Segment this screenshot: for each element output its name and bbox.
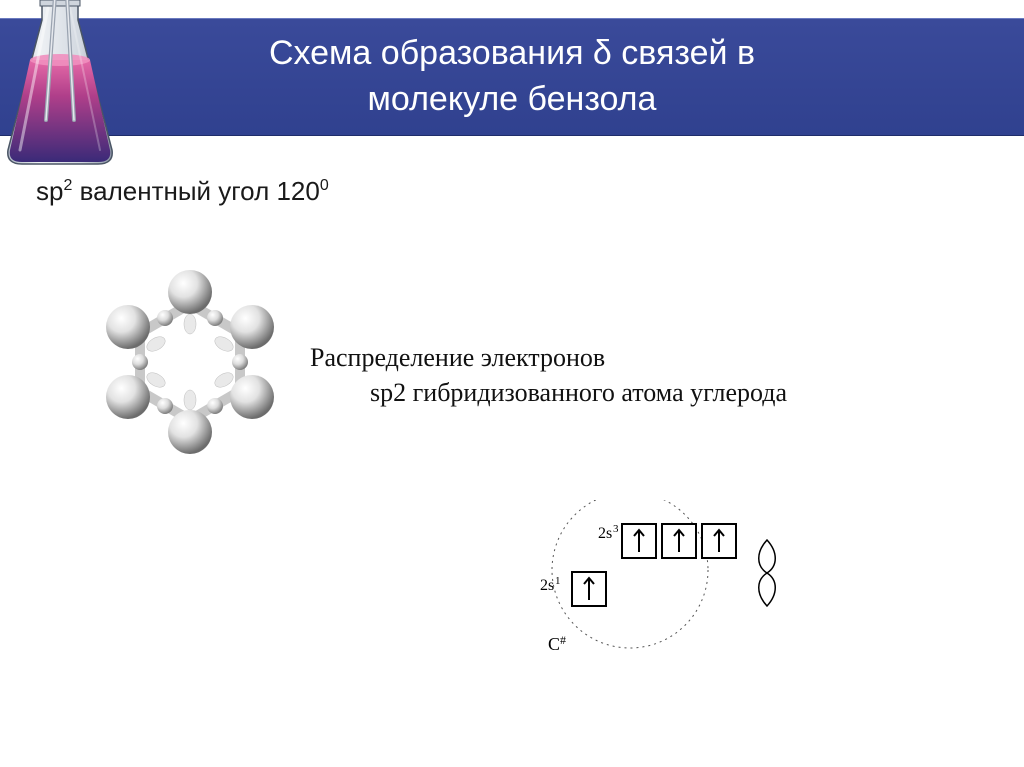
svg-text:1: 1 — [555, 575, 561, 587]
electron-caption: Распределение электронов sp2 гибридизова… — [310, 340, 787, 410]
benzene-molecule — [90, 262, 290, 462]
subheading-rest: валентный угол 120 — [72, 176, 319, 206]
flask-image — [0, 0, 120, 170]
subheading-super2: 0 — [320, 177, 329, 194]
svg-text:3: 3 — [613, 523, 619, 535]
orbital-label-bottom: 2s — [540, 577, 554, 594]
subheading-prefix: sp — [36, 176, 63, 206]
subheading-super: 2 — [63, 177, 72, 194]
title-band: Схема образования δ связей в молекуле бе… — [0, 18, 1024, 136]
orbital-label-top: 2s — [598, 525, 612, 542]
caption-line-2: sp2 гибридизованного атома углерода — [310, 375, 787, 410]
svg-text:#: # — [560, 633, 566, 647]
subheading: sp2 валентный угол 1200 — [36, 176, 329, 207]
slide: Схема образования δ связей в молекуле бе… — [0, 0, 1024, 767]
orbital-diagram: 2s 3 2s 1 C # — [490, 500, 830, 670]
title-line-1: Схема образования δ связей в — [269, 31, 755, 77]
title-line-2: молекуле бензола — [368, 77, 657, 123]
orbital-atom-label: C — [548, 634, 560, 654]
caption-line-1: Распределение электронов — [310, 340, 787, 375]
